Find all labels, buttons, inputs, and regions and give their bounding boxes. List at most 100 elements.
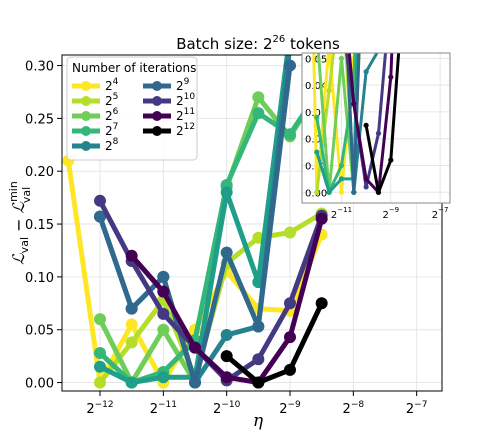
legend-label: 29 — [176, 77, 190, 93]
inset-data-point — [375, 189, 382, 195]
data-point — [125, 318, 138, 331]
data-point — [220, 246, 233, 259]
data-point — [189, 376, 201, 389]
inset-y-tick-label: 0.04 — [305, 81, 327, 92]
legend-label: 24 — [105, 77, 119, 93]
data-point — [284, 331, 296, 344]
svg-text:ℒval − ℒminval: ℒval − ℒminval — [7, 181, 33, 265]
data-point — [284, 59, 296, 72]
inset-data-point — [314, 114, 320, 120]
legend-marker — [152, 126, 162, 136]
main-ticks: 2−12 2−11 2−10 2−9 2−8 2−7 0.00 0.05 0.10 0.15 0.2… — [25, 60, 427, 417]
legend-marker — [81, 96, 91, 106]
inset-data-point — [363, 176, 369, 182]
data-point — [157, 371, 170, 384]
data-point — [315, 297, 328, 310]
inset-plot: 0.000.010.020.030.040.052−112−92−7 — [301, 52, 451, 221]
legend-marker — [81, 141, 91, 151]
inset-series-line — [315, 53, 357, 194]
legend-label: 211 — [176, 107, 195, 123]
x-tick-label: 2−11 — [150, 400, 177, 417]
legend-title: Number of iterations — [72, 61, 196, 75]
inset-data-point — [351, 101, 357, 107]
data-point — [284, 226, 296, 239]
y-axis-label: ℒval − ℒminval — [7, 181, 33, 265]
data-point — [252, 353, 265, 366]
data-point — [94, 360, 106, 373]
chart-title: Batch size: 226 tokens — [176, 34, 340, 53]
data-point — [94, 376, 106, 389]
y-tick-label: 0.00 — [25, 377, 54, 392]
x-axis-label: η — [253, 411, 264, 431]
y-tick-label: 0.25 — [25, 112, 54, 127]
inset-data-point — [363, 122, 369, 128]
inset-data-point — [338, 162, 345, 169]
inset-plot-area — [312, 53, 401, 195]
data-point — [157, 307, 170, 320]
data-point — [252, 91, 265, 104]
legend-marker — [81, 111, 91, 121]
data-point — [94, 346, 106, 359]
data-point — [157, 323, 170, 336]
y-tick-label: 0.05 — [25, 324, 54, 339]
inset-data-point — [363, 69, 369, 75]
legend-label: 210 — [176, 92, 195, 108]
inset-data-point — [314, 149, 320, 155]
legend-label: 28 — [105, 137, 119, 153]
x-tick-label: 2−9 — [279, 400, 301, 417]
inset-data-point — [388, 74, 394, 80]
y-tick-label: 0.20 — [25, 165, 54, 180]
data-point — [94, 194, 106, 207]
legend-marker — [81, 126, 91, 136]
inset-data-point — [375, 130, 382, 136]
main-frame — [61, 54, 443, 392]
legend-label: 27 — [105, 122, 118, 138]
legend-marker — [152, 96, 162, 106]
inset-data-point — [338, 176, 345, 182]
inset-x-tick-label: 2−7 — [432, 206, 449, 221]
y-tick-label: 0.15 — [25, 218, 54, 233]
inset-data-point — [351, 189, 357, 195]
inset-series-line — [315, 53, 361, 193]
data-point — [252, 107, 265, 120]
legend-marker — [152, 81, 162, 91]
data-point — [94, 313, 106, 326]
inset-series-line — [364, 53, 401, 194]
main-plot-area — [62, 55, 328, 389]
legend-marker — [152, 111, 162, 121]
data-point — [252, 376, 265, 389]
inset-data-point — [363, 184, 369, 190]
inset-x-tick-label: 2−11 — [331, 206, 352, 221]
inset-x-tick-label: 2−9 — [382, 206, 399, 221]
y-tick-label: 0.30 — [25, 60, 54, 75]
data-point — [220, 329, 233, 341]
data-point — [220, 350, 233, 363]
data-point — [157, 285, 170, 298]
data-point — [157, 270, 170, 283]
inset-data-point — [388, 157, 394, 163]
inset-y-tick-label: 0.05 — [305, 54, 327, 65]
data-point — [315, 212, 328, 225]
x-tick-label: 2−10 — [213, 400, 241, 417]
data-point — [125, 249, 138, 262]
series-line — [224, 300, 325, 385]
data-point — [220, 371, 233, 384]
inset-data-point — [314, 189, 320, 195]
data-point — [125, 336, 138, 349]
y-tick-label: 0.10 — [25, 271, 54, 286]
inset-data-point — [326, 189, 332, 195]
data-point — [252, 320, 265, 333]
inset-data-point — [338, 55, 345, 61]
x-tick-label: 2−7 — [406, 400, 428, 417]
data-point — [94, 210, 106, 223]
data-point — [189, 341, 201, 354]
x-tick-label: 2−8 — [343, 400, 365, 417]
data-point — [284, 297, 296, 310]
inset-data-point — [326, 87, 332, 94]
legend-label: 26 — [105, 107, 119, 123]
data-point — [284, 128, 296, 141]
legend-label: 25 — [105, 92, 118, 108]
data-point — [125, 302, 138, 315]
